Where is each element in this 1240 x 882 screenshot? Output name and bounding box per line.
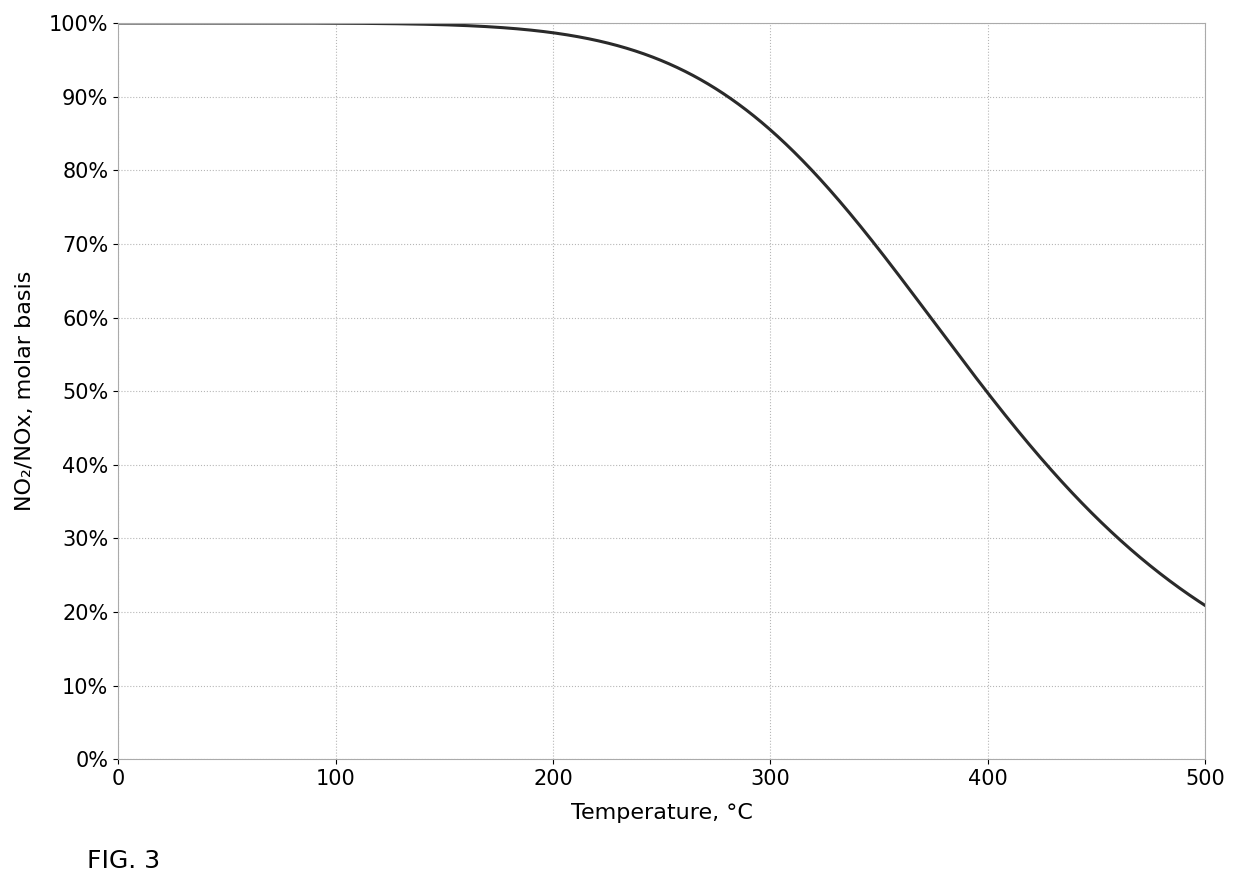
Text: FIG. 3: FIG. 3 bbox=[87, 849, 160, 873]
X-axis label: Temperature, °C: Temperature, °C bbox=[570, 803, 753, 823]
Y-axis label: NO₂/NOx, molar basis: NO₂/NOx, molar basis bbox=[15, 271, 35, 512]
